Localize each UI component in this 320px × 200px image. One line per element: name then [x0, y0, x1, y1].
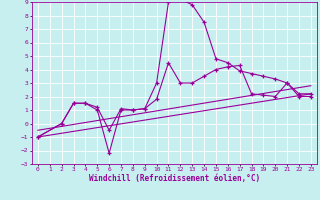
- X-axis label: Windchill (Refroidissement éolien,°C): Windchill (Refroidissement éolien,°C): [89, 174, 260, 183]
